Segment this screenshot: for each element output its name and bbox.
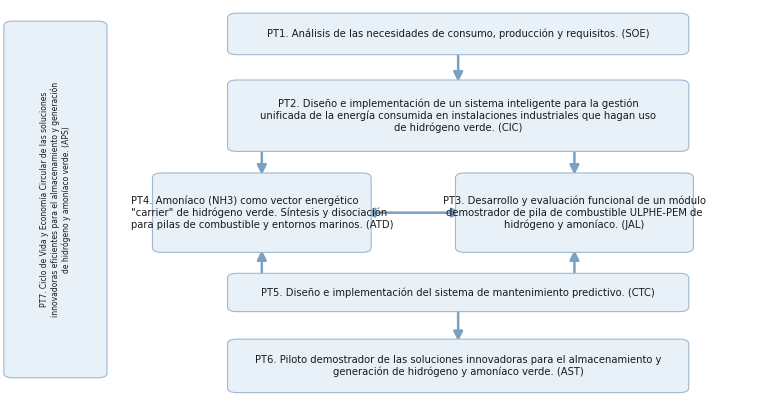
FancyBboxPatch shape: [152, 173, 371, 252]
FancyBboxPatch shape: [4, 21, 107, 378]
FancyBboxPatch shape: [228, 339, 688, 393]
FancyBboxPatch shape: [228, 13, 688, 55]
Text: PT2. Diseño e implementación de un sistema inteligente para la gestión
unificada: PT2. Diseño e implementación de un siste…: [260, 98, 656, 133]
Text: PT1. Análisis de las necesidades de consumo, producción y requisitos. (SOE): PT1. Análisis de las necesidades de cons…: [267, 29, 649, 39]
Text: PT3. Desarrollo y evaluación funcional de un módulo
demostrador de pila de combu: PT3. Desarrollo y evaluación funcional d…: [443, 196, 706, 230]
Text: PT5. Diseño e implementación del sistema de mantenimiento predictivo. (CTC): PT5. Diseño e implementación del sistema…: [261, 287, 655, 298]
FancyBboxPatch shape: [228, 273, 688, 312]
Text: PT6. Piloto demostrador de las soluciones innovadoras para el almacenamiento y
g: PT6. Piloto demostrador de las solucione…: [255, 355, 661, 377]
Text: PT4. Amoníaco (NH3) como vector energético
"carrier" de hidrógeno verde. Síntesi: PT4. Amoníaco (NH3) como vector energéti…: [131, 196, 393, 230]
FancyBboxPatch shape: [456, 173, 694, 252]
Text: PT7. Ciclo de Vida y Economía Circular de las soluciones
innovadoras eficientes : PT7. Ciclo de Vida y Economía Circular d…: [40, 82, 71, 317]
FancyBboxPatch shape: [228, 80, 688, 152]
